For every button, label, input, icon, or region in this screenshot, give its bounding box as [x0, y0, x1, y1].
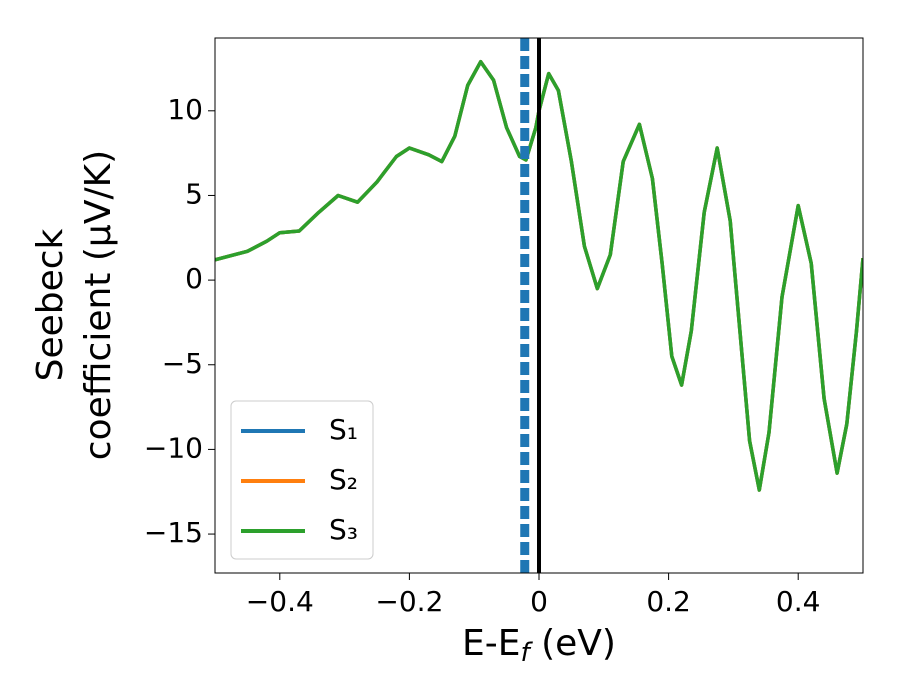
x-tick-label: 0.4	[776, 585, 821, 618]
y-tick-label: 5	[185, 177, 203, 210]
y-tick-label: 10	[167, 93, 203, 126]
legend-label: S₁	[329, 413, 358, 446]
y-axis-label: Seebeck coefficient (μV/K)	[30, 150, 119, 460]
series-line	[215, 59, 863, 492]
x-tick-label: −0.2	[375, 585, 443, 618]
legend-label: S₃	[329, 513, 358, 546]
x-axis-label: E-Ef (eV)	[462, 623, 616, 668]
y-label-line: Seebeck	[30, 228, 71, 381]
y-tick-label: −10	[144, 431, 203, 464]
y-tick-label: −15	[144, 516, 203, 549]
x-tick-label: −0.4	[246, 585, 314, 618]
x-tick-label: 0	[530, 585, 548, 618]
legend-label: S₂	[329, 463, 358, 496]
x-tick-label: 0.2	[646, 585, 691, 618]
plot-frame	[214, 37, 864, 574]
y-tick-label: 0	[185, 262, 203, 295]
y-label-line: coefficient (μV/K)	[78, 150, 119, 460]
y-tick-label: −5	[162, 347, 203, 380]
